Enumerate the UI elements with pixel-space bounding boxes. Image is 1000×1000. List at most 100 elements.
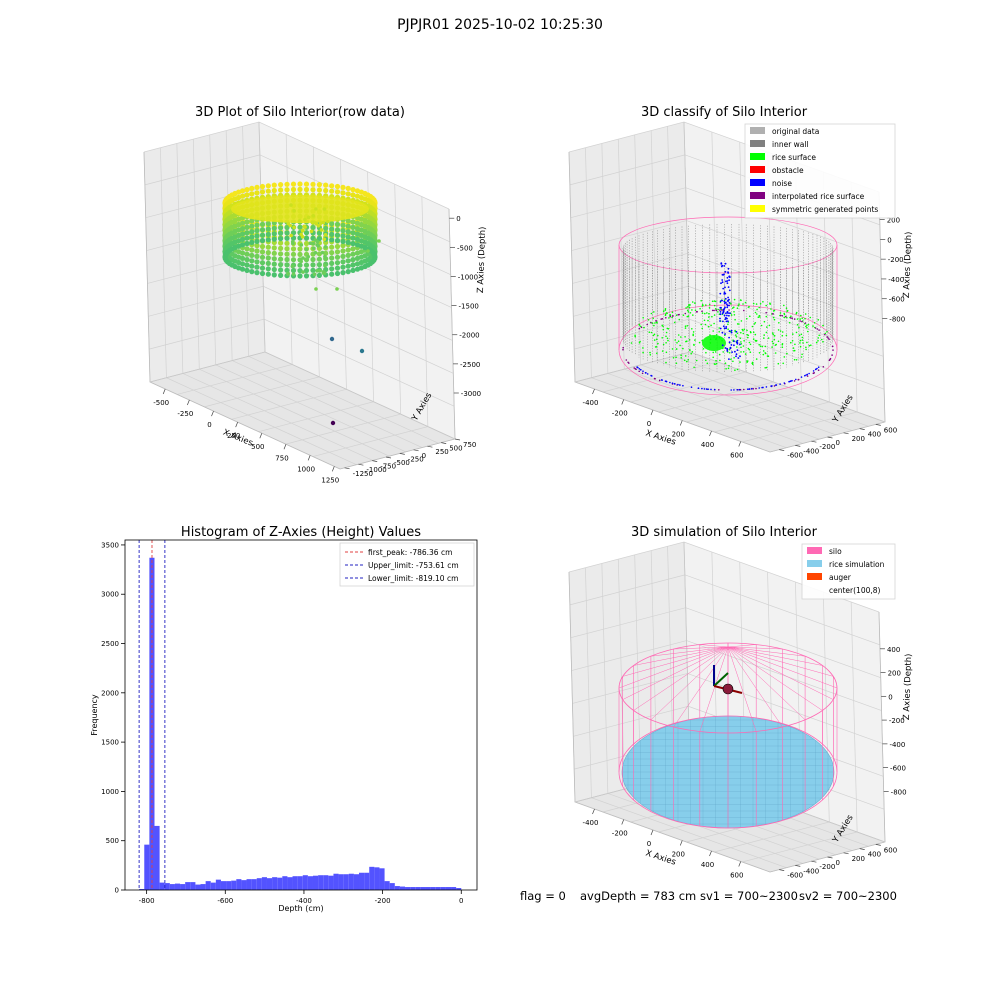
rice-surface-point (649, 354, 652, 356)
raw-point (284, 246, 290, 252)
raw-point (340, 253, 346, 259)
rice-surface-point (746, 329, 748, 332)
histogram-bar (313, 875, 319, 890)
rice-surface-point (737, 304, 740, 307)
rice-surface-point (731, 307, 734, 309)
rice-surface-point (812, 325, 814, 327)
rice-surface-point (712, 356, 714, 359)
x-axis-tick-label: -400 (583, 399, 599, 407)
y-axis-label: Frequency (90, 694, 99, 736)
raw-point (278, 262, 284, 268)
interpolated-point (684, 312, 687, 315)
rice-surface-point (754, 322, 757, 324)
rice-surface-point (706, 312, 708, 314)
noise-point (726, 276, 729, 279)
raw-point (290, 246, 297, 252)
rice-surface-point (715, 359, 717, 362)
y-axis-tick-label: 200 (852, 435, 865, 443)
raw-point (244, 224, 250, 230)
raw-point (303, 230, 310, 236)
noise-point (735, 330, 738, 333)
raw-point (284, 181, 290, 187)
x-tick-label: -600 (217, 897, 233, 905)
noise-point (806, 373, 809, 376)
rice-surface-point (817, 319, 820, 321)
x-axis-tick (187, 399, 190, 406)
x-axis-tick-label: 0 (647, 840, 651, 848)
interpolated-point (701, 310, 703, 313)
x-axis-tick-label: 200 (672, 851, 685, 859)
raw-point (377, 239, 381, 243)
rice-surface-point (664, 313, 667, 316)
rice-surface-point (690, 352, 692, 355)
raw-point (286, 271, 290, 276)
rice-surface-point (730, 358, 732, 361)
noise-point (730, 344, 733, 346)
interpolated-point (828, 359, 831, 362)
x-tick-label: -800 (139, 897, 155, 905)
pane-edge (568, 571, 886, 873)
noise-point (727, 320, 729, 323)
depth-histogram: Histogram of Z-Axies (Height) Values -800… (90, 525, 478, 913)
silo-roof-line (727, 646, 783, 728)
rice-surface-point (713, 363, 716, 365)
rice-surface-point (734, 369, 736, 372)
noise-point (723, 314, 726, 317)
rice-surface-point (649, 351, 651, 354)
raw-point (244, 241, 250, 247)
rice-surface-point (699, 307, 701, 310)
raw-point (297, 219, 302, 223)
raw-point (271, 250, 277, 256)
x-axis-tick-label: -500 (153, 399, 169, 407)
interpolated-point (650, 322, 652, 324)
interpolated-point (728, 309, 730, 311)
raw-point (350, 224, 356, 230)
raw-point (329, 226, 335, 232)
rice-surface-point (799, 339, 802, 342)
rice-surface-point (667, 339, 669, 342)
histogram-bar (251, 879, 257, 890)
rice-surface-point (647, 319, 650, 321)
raw-point (345, 229, 351, 235)
interpolated-point (781, 315, 784, 317)
y-axis-tick-label: 750 (463, 441, 476, 449)
raw-point (299, 243, 304, 247)
raw-point (335, 287, 339, 291)
raw-point (297, 181, 303, 187)
raw-point (318, 269, 322, 273)
y-axis-tick (875, 424, 881, 426)
raw-point (303, 262, 310, 268)
raw-point (278, 272, 284, 278)
rice-surface-point (747, 360, 749, 362)
y-tick-label: 3000 (101, 591, 119, 599)
rice-surface-point (653, 324, 655, 327)
raw-point (290, 251, 297, 257)
raw-point (244, 192, 250, 198)
raw-point (314, 207, 318, 211)
x-axis-label: Depth (cm) (278, 904, 323, 913)
rice-surface-point (675, 314, 678, 317)
pane-edge (143, 151, 456, 470)
raw-point (297, 273, 303, 279)
raw-point (259, 221, 266, 227)
interpolated-point (713, 309, 715, 312)
noise-point (748, 388, 751, 390)
rice-surface-point (733, 311, 735, 313)
rice-surface-point (783, 304, 785, 307)
rice-surface-point (689, 349, 691, 352)
x-tick-label: 0 (459, 897, 463, 905)
rice-surface-point (742, 345, 745, 347)
noise-point (726, 306, 729, 309)
x-axis-tick-label: 400 (701, 861, 714, 869)
noise-point (737, 357, 740, 359)
rice-surface-point (630, 342, 633, 344)
raw-point (350, 251, 356, 257)
histogram-bar (425, 887, 431, 890)
histogram-bar (220, 881, 227, 890)
y-axis-tick-label: 600 (884, 846, 897, 854)
rice-surface-point (704, 323, 707, 326)
interpolated-point (695, 311, 698, 313)
y-axis-tick (372, 460, 378, 462)
raw-point (271, 261, 277, 267)
